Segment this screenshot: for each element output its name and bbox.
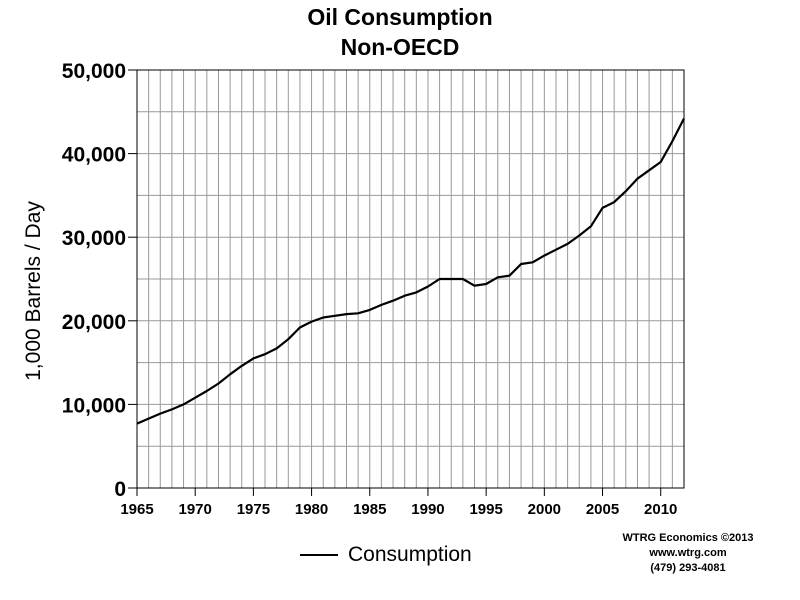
y-tick-label: 50,000 — [62, 60, 126, 83]
x-tick-label: 1985 — [353, 501, 386, 518]
credit-line-3: (479) 293-4081 — [650, 562, 726, 574]
legend-label-consumption: Consumption — [348, 543, 472, 566]
x-tick-label: 1980 — [295, 501, 328, 518]
chart-subtitle: Non-OECD — [340, 34, 460, 60]
legend-swatch-consumption — [300, 554, 338, 556]
x-tick-label: 2000 — [528, 501, 561, 518]
x-tick-label: 1970 — [179, 501, 212, 518]
grid — [136, 69, 685, 489]
y-tick-label: 10,000 — [62, 394, 126, 417]
x-tick-label: 1995 — [469, 501, 502, 518]
plot-frame — [136, 69, 685, 489]
x-tick-label: 1975 — [237, 501, 270, 518]
y-tick-label: 20,000 — [62, 311, 126, 334]
y-axis-label: 1,000 Barrels / Day — [22, 201, 45, 381]
credit-block: WTRG Economics ©2013 www.wtrg.com (479) … — [596, 531, 780, 576]
series-line-consumption — [136, 117, 685, 425]
x-tick-label: 2010 — [644, 501, 677, 518]
tick-labels: 1965 1970 1975 1980 1985 1990 1995 2000 2005 2010… — [62, 60, 678, 518]
legend: Consumption — [300, 542, 472, 568]
chart-title: Oil Consumption — [307, 4, 493, 30]
y-tick-label: 30,000 — [62, 227, 126, 250]
series-group — [136, 117, 685, 425]
axes — [128, 69, 685, 496]
y-tick-label: 0 — [114, 478, 126, 501]
x-tick-label: 2005 — [586, 501, 619, 518]
y-tick-label: 40,000 — [62, 144, 126, 167]
x-tick-label: 1990 — [411, 501, 444, 518]
credit-line-2: www.wtrg.com — [649, 547, 727, 559]
x-tick-label: 1965 — [120, 501, 153, 518]
credit-line-1: WTRG Economics ©2013 — [622, 532, 754, 544]
